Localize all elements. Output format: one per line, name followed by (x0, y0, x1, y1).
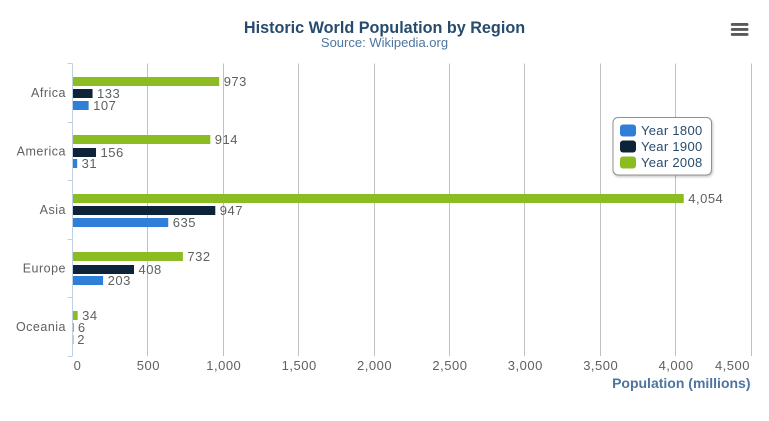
svg-text:Year 2008: Year 2008 (641, 155, 703, 170)
svg-text:Asia: Asia (40, 203, 66, 217)
svg-text:1,500: 1,500 (282, 358, 317, 373)
svg-text:Year 1800: Year 1800 (641, 123, 703, 138)
svg-text:3,500: 3,500 (583, 358, 618, 373)
svg-text:Population (millions): Population (millions) (612, 375, 750, 391)
svg-text:2: 2 (77, 332, 85, 347)
svg-text:107: 107 (93, 98, 116, 113)
svg-text:Source: Wikipedia.org: Source: Wikipedia.org (321, 35, 448, 50)
svg-text:156: 156 (101, 145, 124, 160)
svg-text:4,000: 4,000 (659, 358, 694, 373)
svg-text:973: 973 (224, 74, 247, 89)
svg-text:408: 408 (139, 262, 162, 277)
svg-text:914: 914 (215, 132, 238, 147)
svg-text:0: 0 (74, 358, 82, 373)
svg-text:500: 500 (137, 358, 160, 373)
svg-text:2,000: 2,000 (357, 358, 392, 373)
svg-text:Year 1900: Year 1900 (641, 139, 703, 154)
svg-text:2,500: 2,500 (432, 358, 467, 373)
svg-text:1,000: 1,000 (206, 358, 241, 373)
svg-text:947: 947 (220, 203, 243, 218)
svg-text:3,000: 3,000 (508, 358, 543, 373)
svg-text:4,500: 4,500 (715, 358, 750, 373)
svg-text:4,054: 4,054 (688, 191, 723, 206)
svg-text:203: 203 (108, 273, 131, 288)
svg-text:31: 31 (82, 156, 97, 171)
svg-text:Oceania: Oceania (16, 320, 66, 334)
svg-text:Africa: Africa (31, 86, 66, 100)
svg-text:635: 635 (173, 215, 196, 230)
svg-text:732: 732 (187, 249, 210, 264)
svg-text:Europe: Europe (23, 261, 66, 275)
svg-text:America: America (17, 144, 66, 158)
